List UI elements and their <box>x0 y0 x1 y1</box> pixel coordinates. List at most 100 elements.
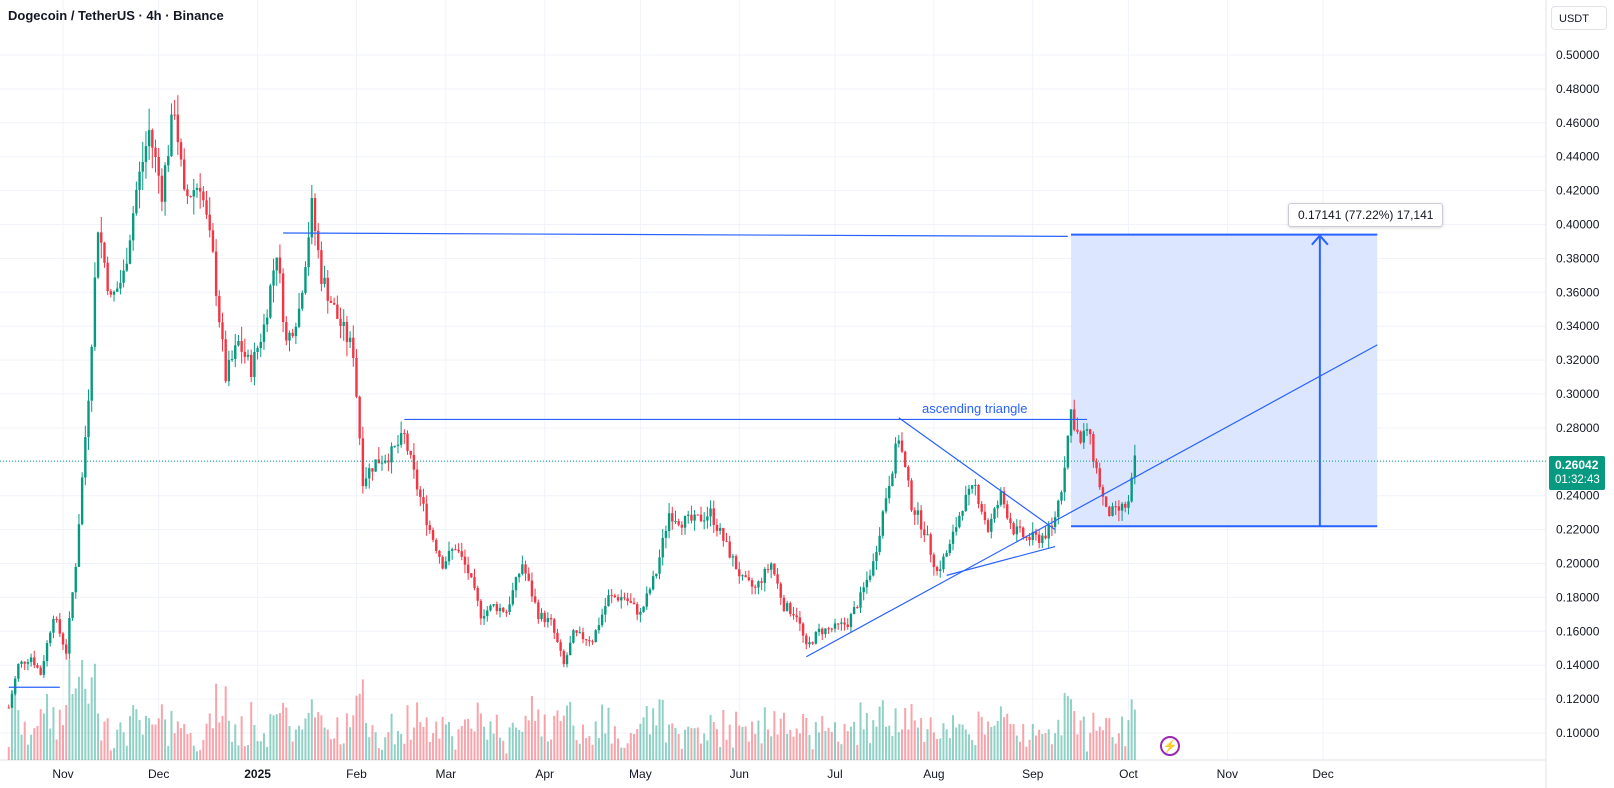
volume-bar <box>473 731 476 760</box>
volume-bar <box>932 732 935 760</box>
time-tick-label: Feb <box>346 767 367 781</box>
candle-body <box>374 459 377 472</box>
candle-body <box>390 446 393 463</box>
volume-bar <box>68 659 71 760</box>
candle-body <box>403 433 406 435</box>
currency-selector[interactable]: USDT <box>1551 6 1607 30</box>
candle-body <box>578 632 581 634</box>
candle-body <box>849 614 853 627</box>
volume-bar <box>786 733 789 760</box>
volume-bar <box>881 700 884 760</box>
volume-bar <box>524 715 527 760</box>
candle-body <box>623 597 626 599</box>
volume-bar <box>33 728 36 760</box>
candle-body <box>543 612 546 623</box>
candle-body <box>26 662 30 664</box>
volume-bar <box>722 709 725 760</box>
candle-body <box>250 354 253 377</box>
volume-bar <box>116 729 119 760</box>
volume-bar <box>103 721 106 760</box>
volume-bar <box>581 724 584 760</box>
candle-body <box>170 114 173 157</box>
volume-bar <box>703 733 706 760</box>
price-tick-label: 0.32000 <box>1556 353 1600 367</box>
candle-body <box>450 549 454 551</box>
candle-body <box>878 535 881 552</box>
candle-body <box>505 611 508 613</box>
volume-bar <box>454 749 457 760</box>
volume-bar <box>1127 720 1130 760</box>
candle-body <box>368 468 371 479</box>
volume-bar <box>62 725 64 760</box>
volume-bar <box>97 713 100 760</box>
candles <box>7 95 1137 709</box>
candle-body <box>1079 431 1082 443</box>
volume-bar <box>916 727 919 760</box>
candle-body <box>112 291 116 295</box>
candle-body <box>1018 526 1022 528</box>
candle-body <box>23 661 26 664</box>
candle-body <box>383 460 387 463</box>
volume-bar <box>381 749 383 760</box>
candle-body <box>683 515 687 528</box>
candle-body <box>789 603 792 615</box>
volume-bar <box>1034 735 1037 760</box>
chart-title: Dogecoin / TetherUS · 4h · Binance <box>8 8 224 23</box>
volume-bar <box>275 714 278 760</box>
volume-bar <box>109 750 112 760</box>
candle-body <box>1060 492 1063 501</box>
volume-bar <box>221 715 224 760</box>
candle-body <box>805 635 808 645</box>
candle-body <box>910 480 913 511</box>
time-tick-label: Dec <box>1312 767 1333 781</box>
candle-body <box>329 300 333 303</box>
candle-body <box>371 468 374 472</box>
price-tick-label: 0.36000 <box>1556 285 1600 299</box>
volume-bar <box>709 714 712 760</box>
volume-bar <box>30 734 33 760</box>
candle-body <box>151 130 154 148</box>
volume-bar <box>530 695 533 760</box>
candle-body <box>463 556 467 565</box>
volume-bar <box>215 683 218 760</box>
trendline-resistance-upper <box>283 232 1068 237</box>
candle-body <box>1031 531 1034 541</box>
time-tick-label: Jun <box>730 767 749 781</box>
candle-body <box>438 550 441 557</box>
volume-bar <box>865 712 868 760</box>
volume-bar <box>594 721 597 760</box>
volume-bar <box>849 726 852 760</box>
candle-body <box>553 619 556 633</box>
candle-body <box>425 503 428 526</box>
volume-bar <box>617 738 620 760</box>
volume-bar <box>396 731 399 760</box>
volume-bar <box>499 737 502 760</box>
volume-bar <box>339 744 342 760</box>
candle-body <box>211 230 215 252</box>
candle-body <box>454 549 457 551</box>
candle-body <box>103 242 106 263</box>
candle-body <box>1092 434 1095 462</box>
candle-body <box>435 539 438 551</box>
time-tick-label: Aug <box>923 767 944 781</box>
candle-body <box>195 187 199 190</box>
measure-box <box>1071 234 1378 527</box>
candle-body <box>332 302 336 305</box>
volume-bar <box>814 721 817 760</box>
candle-body <box>317 230 320 251</box>
candle-body <box>1050 525 1054 528</box>
candle-body <box>323 277 326 284</box>
candle-body <box>1028 537 1031 541</box>
candle-body <box>163 165 167 202</box>
volume-bar <box>534 721 537 760</box>
volume-bar <box>336 717 339 760</box>
volume-bar <box>1092 712 1095 760</box>
candle-body <box>715 524 719 531</box>
volume-bar <box>690 728 693 760</box>
candle-body <box>100 232 103 243</box>
candle-body <box>489 605 492 611</box>
candle-body <box>447 550 451 562</box>
lightning-icon[interactable]: ⚡ <box>1160 736 1180 756</box>
candle-body <box>492 604 495 606</box>
